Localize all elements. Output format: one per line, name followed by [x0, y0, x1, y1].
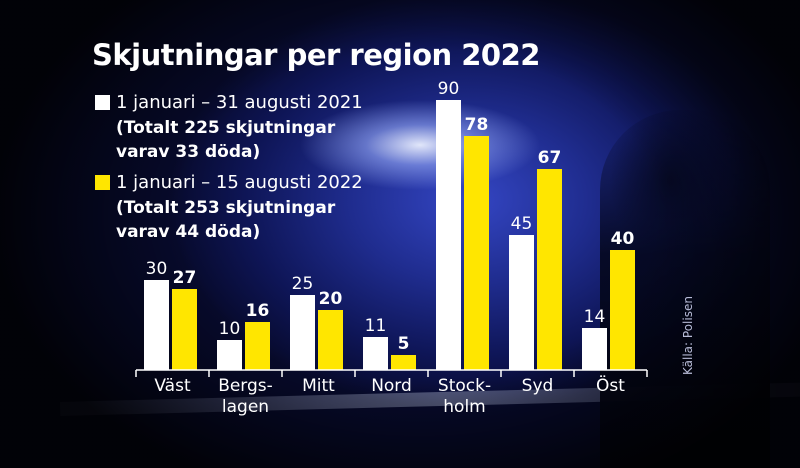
bar-value-label-2021-1: 10	[219, 319, 241, 339]
bar-2021-5	[509, 235, 534, 370]
legend-note-2021-line-1: (Totalt 225 skjutningar	[116, 118, 336, 138]
category-label-3: Nord	[371, 376, 412, 396]
chart-title: Skjutningar per region 2022	[92, 38, 540, 72]
legend-note-2021: (Totalt 225 skjutningar varav 33 döda)	[116, 116, 396, 164]
bar-value-label-2022-4: 78	[465, 115, 489, 135]
bar-2021-3	[363, 337, 388, 370]
legend-note-2022-line-2: varav 44 döda)	[116, 222, 261, 242]
bar-2022-4	[464, 136, 489, 370]
legend-swatch-2021	[95, 95, 110, 110]
bar-value-label-2022-6: 40	[611, 229, 635, 249]
bar-value-label-2022-2: 20	[319, 289, 343, 309]
legend-label-2022: 1 januari – 15 augusti 2022	[116, 172, 363, 193]
bar-2022-5	[537, 169, 562, 370]
bar-2022-1	[245, 322, 270, 370]
bar-2022-0	[172, 289, 197, 370]
category-label-5: Syd	[522, 376, 554, 396]
bar-value-label-2022-1: 16	[246, 301, 270, 321]
bar-value-label-2021-3: 11	[365, 316, 387, 336]
bar-2022-2	[318, 310, 343, 370]
bar-2022-6	[610, 250, 635, 370]
bar-value-label-2021-6: 14	[584, 307, 606, 327]
bar-2021-1	[217, 340, 242, 370]
category-label-2: Mitt	[302, 376, 335, 396]
category-labels: Väst Bergs-lagen Mitt Nord Stock-holm Syd Öst	[154, 374, 625, 417]
legend-note-2021-line-2: varav 33 döda)	[116, 142, 261, 162]
category-label-0: Väst	[154, 376, 191, 396]
legend-swatch-2022	[95, 175, 110, 190]
bar-value-label-2022-5: 67	[538, 148, 562, 168]
category-label-6: Öst	[596, 374, 625, 396]
bar-2021-6	[582, 328, 607, 370]
legend-note-2022-line-1: (Totalt 253 skjutningar	[116, 198, 336, 218]
category-label-4: Stock-holm	[438, 376, 491, 417]
bar-value-label-2021-2: 25	[292, 274, 314, 294]
bar-2021-0	[144, 280, 169, 370]
bar-2022-3	[391, 355, 416, 370]
legend-label-2021: 1 januari – 31 augusti 2021	[116, 92, 363, 113]
bar-value-label-2021-0: 30	[146, 259, 168, 279]
bar-2021-4	[436, 100, 461, 370]
bar-value-label-2022-0: 27	[173, 268, 197, 288]
bar-value-label-2022-3: 5	[398, 334, 410, 354]
source-credit: Källa: Polisen	[681, 296, 695, 375]
legend-note-2022: (Totalt 253 skjutningar varav 44 döda)	[116, 196, 396, 244]
bar-value-label-2021-4: 90	[438, 79, 460, 99]
x-axis-ticks	[135, 370, 648, 377]
bar-2021-2	[290, 295, 315, 370]
bar-value-label-2021-5: 45	[511, 214, 533, 234]
category-label-1: Bergs-lagen	[218, 376, 273, 417]
